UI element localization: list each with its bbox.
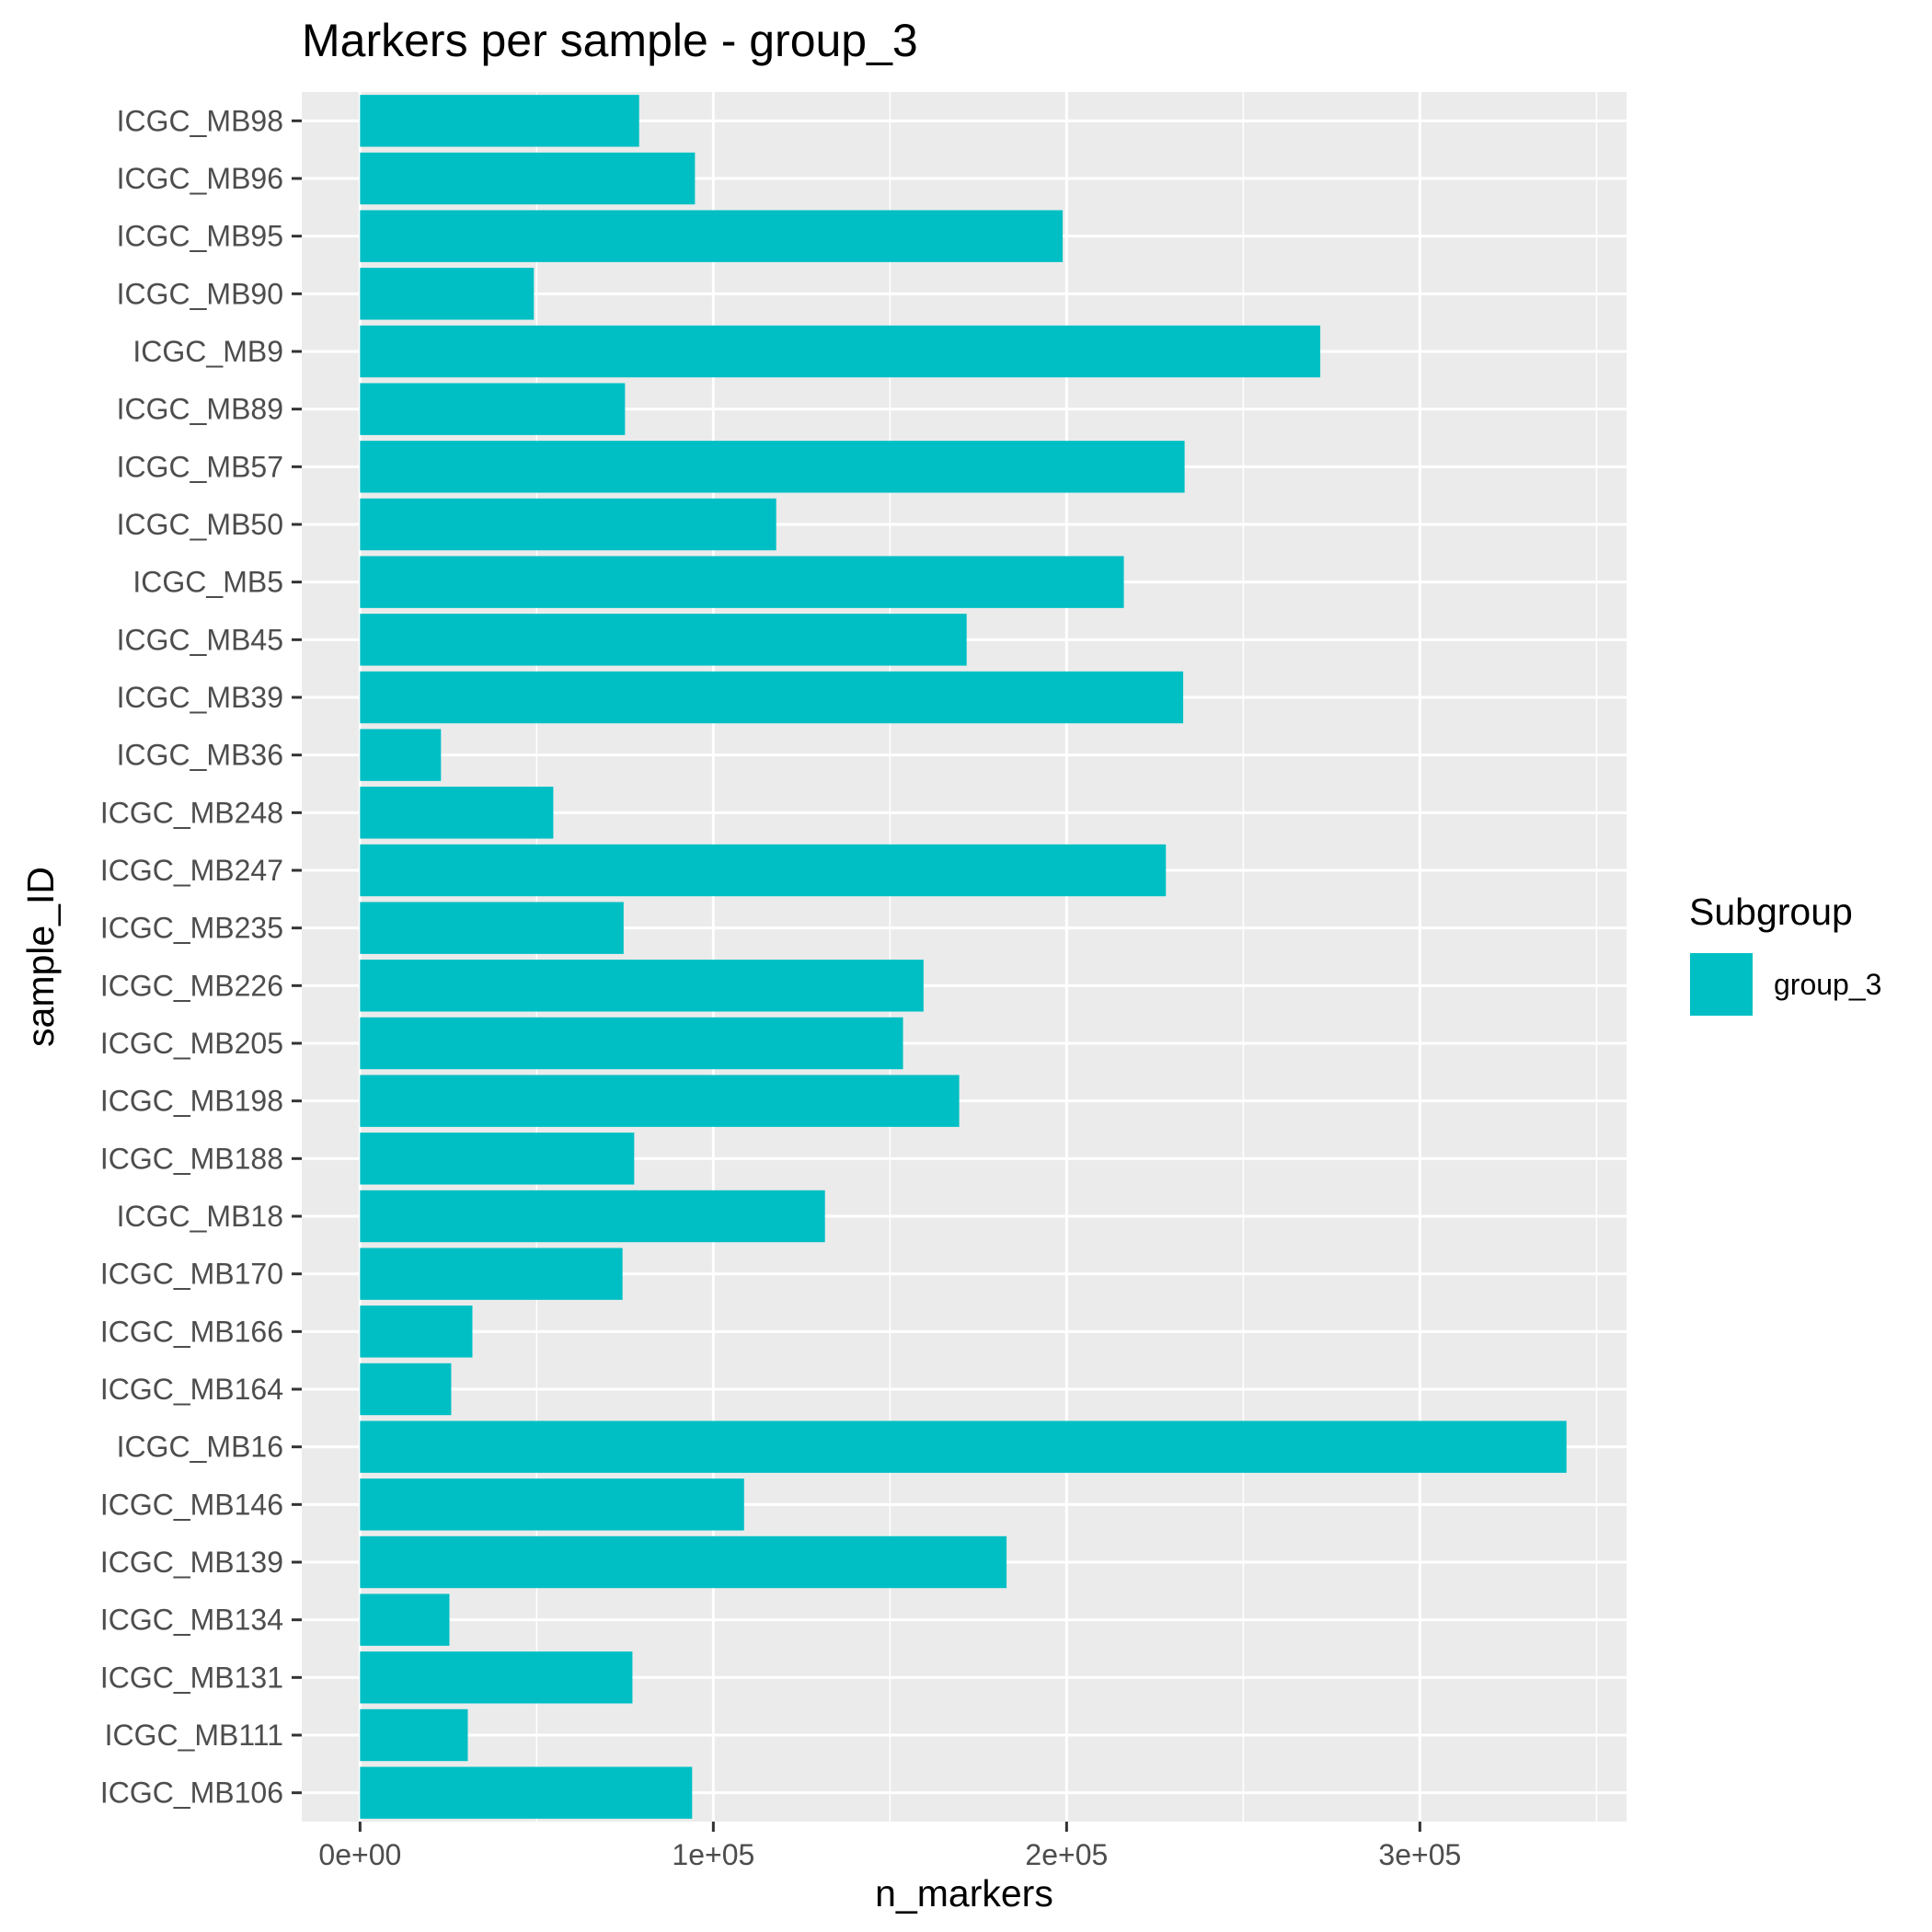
y-tick-label: ICGC_MB198 [100, 1085, 283, 1118]
x-tick-label: 0e+00 [318, 1838, 401, 1871]
y-tick-label: ICGC_MB139 [100, 1546, 283, 1579]
y-tick-label: ICGC_MB188 [100, 1142, 283, 1175]
bar [360, 1133, 635, 1185]
chart-title: Markers per sample - group_3 [302, 15, 918, 66]
y-tick-label: ICGC_MB247 [100, 854, 283, 887]
y-tick-label: ICGC_MB146 [100, 1488, 283, 1521]
bar [360, 441, 1185, 493]
bar [360, 152, 696, 205]
bar [360, 1478, 744, 1531]
bar [360, 210, 1064, 262]
y-tick-label: ICGC_MB96 [117, 162, 283, 195]
bar [360, 1766, 693, 1819]
bar [360, 1190, 825, 1243]
x-tick-label: 1e+05 [672, 1838, 754, 1871]
bar [360, 787, 554, 839]
bar [360, 902, 624, 954]
y-tick-label: ICGC_MB16 [117, 1431, 283, 1464]
y-tick-label: ICGC_MB18 [117, 1200, 283, 1233]
bar [360, 95, 639, 147]
bar [360, 556, 1124, 608]
y-axis-title: sample_ID [19, 867, 62, 1047]
legend: Subgroup group_3 [1689, 891, 1881, 1016]
bar [360, 1593, 450, 1646]
y-tick-label: ICGC_MB111 [105, 1719, 283, 1752]
y-tick-label: ICGC_MB170 [100, 1258, 283, 1291]
y-tick-label: ICGC_MB90 [117, 277, 283, 310]
y-tick-label: ICGC_MB164 [100, 1373, 283, 1406]
y-tick-label: ICGC_MB95 [117, 220, 283, 253]
y-tick-label: ICGC_MB205 [100, 1027, 283, 1060]
x-tick-label: 3e+05 [1378, 1838, 1461, 1871]
bar [360, 614, 967, 666]
y-tick-label: ICGC_MB39 [117, 681, 283, 714]
bar [360, 1305, 473, 1358]
y-tick-label: ICGC_MB36 [117, 739, 283, 772]
y-tick-label: ICGC_MB134 [100, 1604, 283, 1637]
bar [360, 1708, 468, 1762]
bar [360, 671, 1184, 724]
y-tick-label: ICGC_MB57 [117, 450, 283, 483]
y-tick-label: ICGC_MB89 [117, 393, 283, 426]
y-tick-label: ICGC_MB9 [132, 335, 283, 368]
y-tick-label: ICGC_MB45 [117, 623, 283, 656]
bar [360, 1248, 623, 1300]
bars [360, 95, 1567, 1819]
y-tick-label: ICGC_MB131 [100, 1661, 283, 1694]
legend-label: group_3 [1774, 968, 1881, 1001]
bar [360, 268, 535, 320]
x-axis-title: n_markers [875, 1872, 1053, 1915]
legend-key [1690, 953, 1753, 1016]
x-axis: 0e+00 1e+05 2e+05 3e+05 [318, 1822, 1461, 1871]
y-tick-label: ICGC_MB5 [132, 566, 283, 599]
bar [360, 1420, 1567, 1473]
y-axis: ICGC_MB98 ICGC_MB96 ICGC_MB95 ICGC_MB90 ICGC… [100, 104, 302, 1810]
y-tick-label: ICGC_MB98 [117, 104, 283, 137]
bar [360, 844, 1167, 897]
bar [360, 383, 626, 435]
bar [360, 1075, 960, 1127]
bar [360, 498, 776, 551]
y-tick-label: ICGC_MB50 [117, 508, 283, 541]
bar [360, 1017, 903, 1070]
bar [360, 1363, 452, 1416]
y-tick-label: ICGC_MB166 [100, 1315, 283, 1348]
legend-title: Subgroup [1689, 891, 1853, 933]
y-tick-label: ICGC_MB106 [100, 1777, 283, 1810]
bar [360, 729, 442, 781]
y-tick-label: ICGC_MB226 [100, 969, 283, 1002]
y-tick-label: ICGC_MB235 [100, 912, 283, 945]
bar [360, 960, 924, 1012]
x-tick-label: 2e+05 [1025, 1838, 1108, 1871]
y-tick-label: ICGC_MB248 [100, 796, 283, 829]
bar [360, 1651, 633, 1704]
bar [360, 1535, 1007, 1589]
plot-panel [302, 92, 1627, 1822]
bar [360, 325, 1321, 378]
